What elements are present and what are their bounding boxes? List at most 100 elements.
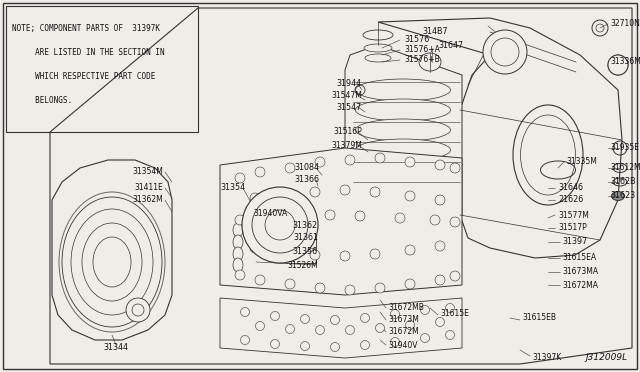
Circle shape: [420, 334, 429, 343]
Text: 31354: 31354: [221, 183, 246, 192]
Text: 32710N: 32710N: [610, 19, 640, 29]
Bar: [286, 218, 316, 263]
Text: J312009L: J312009L: [586, 353, 628, 362]
Text: 31366: 31366: [294, 176, 319, 185]
Ellipse shape: [355, 119, 451, 141]
Circle shape: [390, 337, 399, 346]
Circle shape: [445, 304, 454, 312]
Circle shape: [301, 314, 310, 324]
Text: 31335M: 31335M: [566, 157, 597, 167]
Circle shape: [241, 336, 250, 344]
Text: 31576+B: 31576+B: [404, 55, 440, 64]
Circle shape: [608, 55, 628, 75]
Circle shape: [483, 30, 527, 74]
Circle shape: [310, 187, 320, 197]
Text: 31615EB: 31615EB: [522, 314, 556, 323]
Circle shape: [280, 247, 290, 257]
Circle shape: [295, 211, 305, 221]
Circle shape: [340, 251, 350, 261]
Ellipse shape: [608, 55, 628, 75]
Text: 31397: 31397: [562, 237, 588, 247]
Circle shape: [430, 215, 440, 225]
Polygon shape: [345, 45, 462, 228]
Text: 31547M: 31547M: [331, 92, 362, 100]
Ellipse shape: [257, 213, 263, 223]
Circle shape: [330, 343, 339, 352]
Circle shape: [375, 153, 385, 163]
Circle shape: [450, 163, 460, 173]
Ellipse shape: [364, 44, 392, 52]
Circle shape: [315, 157, 325, 167]
Text: 31940V: 31940V: [388, 341, 417, 350]
Text: 31516P: 31516P: [333, 128, 362, 137]
Circle shape: [370, 249, 380, 259]
Ellipse shape: [265, 213, 271, 223]
Circle shape: [235, 173, 245, 183]
Ellipse shape: [233, 258, 243, 272]
Circle shape: [340, 185, 350, 195]
Circle shape: [330, 315, 339, 324]
Text: 31646: 31646: [558, 183, 583, 192]
Polygon shape: [52, 160, 172, 340]
Ellipse shape: [612, 59, 624, 71]
Ellipse shape: [233, 223, 243, 237]
Text: 314B7: 314B7: [422, 28, 447, 36]
Circle shape: [450, 217, 460, 227]
Circle shape: [265, 213, 275, 223]
Circle shape: [390, 310, 399, 318]
Ellipse shape: [273, 213, 279, 223]
Text: 31526M: 31526M: [287, 260, 318, 269]
Text: 31517P: 31517P: [558, 224, 587, 232]
Text: 31411E: 31411E: [134, 183, 163, 192]
Text: 31672M: 31672M: [388, 327, 419, 337]
Ellipse shape: [365, 54, 391, 62]
Text: 3162B: 3162B: [610, 177, 636, 186]
Ellipse shape: [233, 235, 243, 249]
Text: 31615EA: 31615EA: [562, 253, 596, 263]
Text: 31935E: 31935E: [610, 144, 639, 153]
Ellipse shape: [355, 99, 451, 121]
Circle shape: [345, 285, 355, 295]
Text: 31084: 31084: [294, 164, 319, 173]
Circle shape: [285, 324, 294, 334]
Circle shape: [360, 340, 369, 350]
Text: 31647: 31647: [438, 42, 463, 51]
Bar: [255, 218, 277, 250]
Text: 31673MA: 31673MA: [562, 267, 598, 276]
Text: 31379M: 31379M: [331, 141, 362, 150]
Circle shape: [406, 321, 415, 330]
Ellipse shape: [363, 30, 393, 40]
Text: 31672MA: 31672MA: [562, 280, 598, 289]
Text: 31672MB: 31672MB: [388, 304, 424, 312]
Ellipse shape: [355, 179, 451, 201]
Circle shape: [445, 330, 454, 340]
Ellipse shape: [355, 159, 451, 181]
Circle shape: [435, 195, 445, 205]
Circle shape: [315, 283, 325, 293]
Bar: [6, 6, 198, 132]
Text: 31940VA: 31940VA: [253, 208, 288, 218]
Circle shape: [126, 298, 150, 322]
Circle shape: [255, 167, 265, 177]
Text: NOTE; COMPONENT PARTS OF  31397K: NOTE; COMPONENT PARTS OF 31397K: [12, 24, 160, 33]
Text: 31362: 31362: [293, 221, 318, 230]
Text: 31361: 31361: [293, 234, 318, 243]
Ellipse shape: [245, 207, 251, 217]
Text: 31356: 31356: [293, 247, 318, 257]
Circle shape: [285, 279, 295, 289]
Circle shape: [405, 245, 415, 255]
Circle shape: [301, 341, 310, 350]
Circle shape: [395, 213, 405, 223]
Ellipse shape: [261, 207, 267, 217]
Circle shape: [360, 314, 369, 323]
Circle shape: [271, 311, 280, 321]
Circle shape: [255, 275, 265, 285]
Circle shape: [405, 279, 415, 289]
Circle shape: [450, 271, 460, 281]
Polygon shape: [220, 148, 462, 295]
Text: 31354M: 31354M: [132, 167, 163, 176]
Ellipse shape: [253, 207, 259, 217]
Circle shape: [250, 193, 260, 203]
Circle shape: [241, 308, 250, 317]
Text: 31362M: 31362M: [132, 196, 163, 205]
